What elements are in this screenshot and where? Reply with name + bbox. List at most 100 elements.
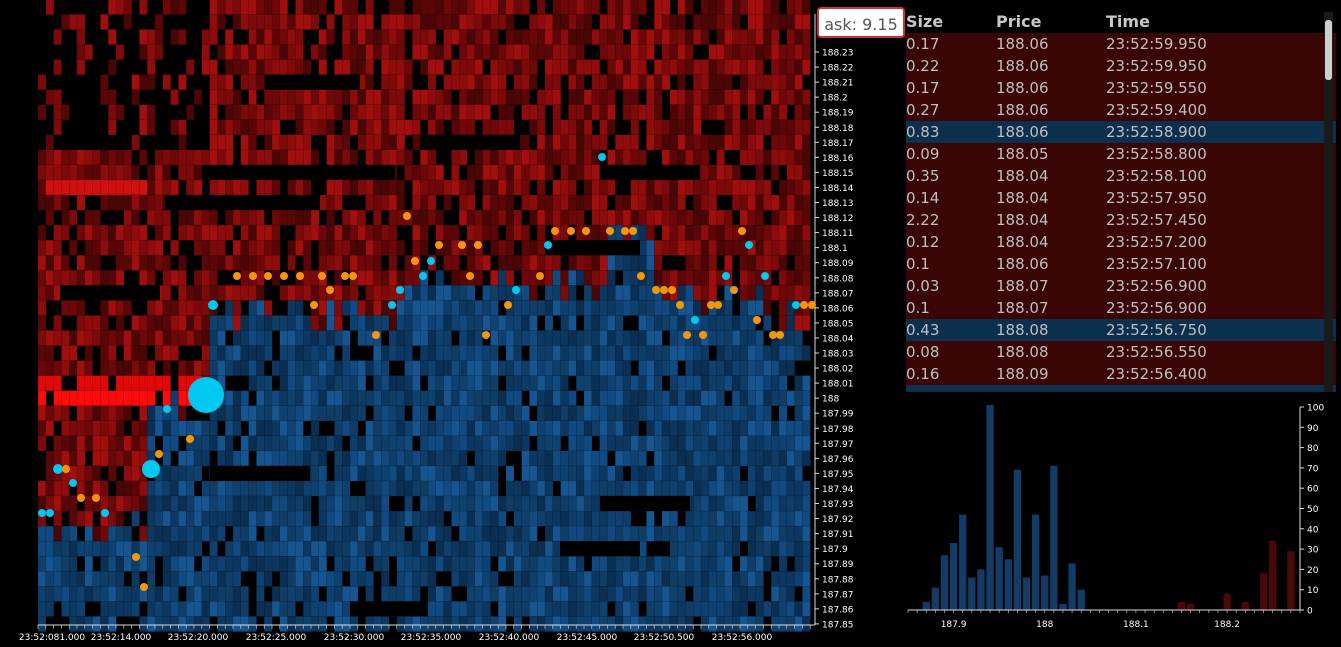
heatmap-cell — [100, 435, 109, 452]
heatmap-cell — [544, 345, 554, 361]
trade-row[interactable]: 0.12 188.04 23:52:57.200 — [906, 231, 1336, 253]
heatmap-cell — [193, 224, 203, 241]
heatmap-cell — [443, 465, 452, 482]
heatmap-cell — [146, 119, 156, 136]
heatmap-cell — [607, 525, 616, 542]
heatmap-cell — [552, 0, 561, 15]
trade-row[interactable]: 0.14 188.04 23:52:57.950 — [906, 187, 1336, 209]
heatmap-cell — [700, 571, 710, 587]
trades-table[interactable]: Size Price Time 0.17 188.06 23:52:59.950 0.… — [906, 10, 1336, 392]
heatmap-cell — [474, 390, 483, 407]
heatmap-cell — [84, 405, 94, 422]
trade-row[interactable] — [906, 385, 1336, 392]
heatmap-cell — [521, 104, 530, 121]
trade-row[interactable]: 0.09 188.05 23:52:58.800 — [906, 143, 1336, 165]
heatmap-cell — [232, 480, 242, 497]
trade-row[interactable]: 0.1 188.06 23:52:57.100 — [906, 253, 1336, 275]
heatmap-cell — [529, 59, 538, 75]
heatmap-cell — [443, 616, 452, 632]
heatmap-cell — [490, 525, 499, 542]
heatmap-cell — [115, 571, 125, 587]
trade-row[interactable]: 0.83 188.06 23:52:58.900 — [906, 121, 1336, 143]
heatmap-cell — [287, 450, 296, 467]
heatmap-cell — [193, 360, 203, 376]
histogram-bar — [1013, 469, 1022, 610]
heatmap-cell — [568, 586, 577, 602]
heatmap-cell — [240, 149, 250, 166]
scrollbar-thumb[interactable] — [1325, 20, 1332, 80]
heatmap-cell — [615, 149, 624, 166]
heatmap-cell — [560, 209, 569, 226]
heatmap-cell — [209, 571, 218, 587]
heatmap-cell — [771, 254, 780, 271]
heatmap-cell — [466, 14, 476, 30]
trades-table-body[interactable]: 0.17 188.06 23:52:59.950 0.22 188.06 23:52:59… — [906, 33, 1336, 392]
trade-dot — [776, 331, 784, 339]
heatmap-cell — [661, 390, 671, 407]
heatmap-cell — [162, 74, 172, 91]
heatmap-cell — [271, 104, 281, 121]
trade-dot — [466, 272, 474, 280]
heatmap-cell — [513, 375, 522, 392]
heatmap-cell — [739, 270, 749, 286]
heatmap-cell — [209, 59, 218, 75]
trade-row[interactable]: 0.03 188.07 23:52:56.900 — [906, 275, 1336, 297]
heatmap-cell — [459, 510, 468, 527]
heatmap-cell — [669, 44, 678, 60]
heatmap-cell — [92, 330, 101, 346]
trade-row[interactable]: 0.35 188.04 23:52:58.100 — [906, 165, 1336, 187]
heatmap-cell — [365, 390, 374, 407]
heatmap-cell — [45, 179, 54, 196]
trades-scrollbar[interactable] — [1324, 12, 1333, 392]
trade-dot — [808, 301, 816, 309]
heatmap-cell — [404, 360, 413, 376]
heatmap-canvas[interactable]: 188.23188.22188.21188.2188.19188.18188.1… — [0, 0, 900, 647]
heatmap-cell — [154, 149, 164, 166]
heatmap-cell — [521, 285, 530, 301]
trade-row[interactable]: 0.17 188.06 23:52:59.550 — [906, 77, 1336, 99]
heatmap-cell — [724, 44, 733, 60]
heatmap-cell — [388, 270, 398, 286]
heatmap-cell — [521, 586, 530, 602]
heatmap-cell — [700, 164, 710, 181]
heatmap-cell — [708, 254, 717, 271]
trade-row[interactable]: 2.22 188.04 23:52:57.450 — [906, 209, 1336, 231]
heatmap-cell — [404, 59, 413, 75]
heatmap-cell — [271, 420, 281, 437]
heatmap-cell — [92, 239, 101, 256]
heatmap-cell — [334, 601, 343, 617]
trade-row[interactable]: 0.16 188.09 23:52:56.400 — [906, 363, 1336, 385]
heatmap-cell — [162, 540, 172, 557]
heatmap-cell — [107, 420, 117, 437]
heatmap-cell — [107, 239, 117, 256]
heatmap-cell — [537, 435, 546, 452]
hist-y-tick-label: 20 — [1307, 566, 1319, 576]
trade-row[interactable]: 0.17 188.06 23:52:59.950 — [906, 33, 1336, 55]
heatmap-cell — [466, 435, 476, 452]
heatmap-cell — [763, 224, 772, 241]
heatmap-cell — [708, 601, 717, 617]
heatmap-cell — [342, 59, 351, 75]
heatmap-cell — [326, 480, 335, 497]
heatmap-cell — [178, 74, 187, 91]
heatmap-cell — [279, 616, 288, 632]
heatmap-cell — [677, 89, 686, 106]
heatmap-cell — [139, 194, 148, 211]
trade-row[interactable]: 0.43 188.08 23:52:56.750 — [906, 319, 1336, 341]
trade-row[interactable]: 0.08 188.08 23:52:56.550 — [906, 341, 1336, 363]
heatmap-cell — [622, 209, 632, 226]
orderbook-heatmap[interactable]: 188.23 188.22 188.21 188.2 188.19 188.18 188.1… — [0, 0, 900, 647]
heatmap-cell — [537, 405, 546, 422]
trade-row[interactable]: 0.1 188.07 23:52:56.900 — [906, 297, 1336, 319]
heatmap-cell — [287, 540, 296, 557]
heatmap-cell — [607, 315, 616, 331]
trade-row[interactable]: 0.22 188.06 23:52:59.950 — [906, 55, 1336, 77]
heatmap-cell — [544, 285, 554, 301]
heatmap-cell — [287, 405, 296, 422]
trade-row[interactable]: 0.27 188.06 23:52:59.400 — [906, 99, 1336, 121]
heatmap-cell — [357, 300, 366, 316]
heatmap-cell — [693, 194, 702, 211]
heatmap-cell — [654, 465, 663, 482]
heatmap-cell — [466, 0, 476, 15]
heatmap-cell — [576, 14, 585, 30]
